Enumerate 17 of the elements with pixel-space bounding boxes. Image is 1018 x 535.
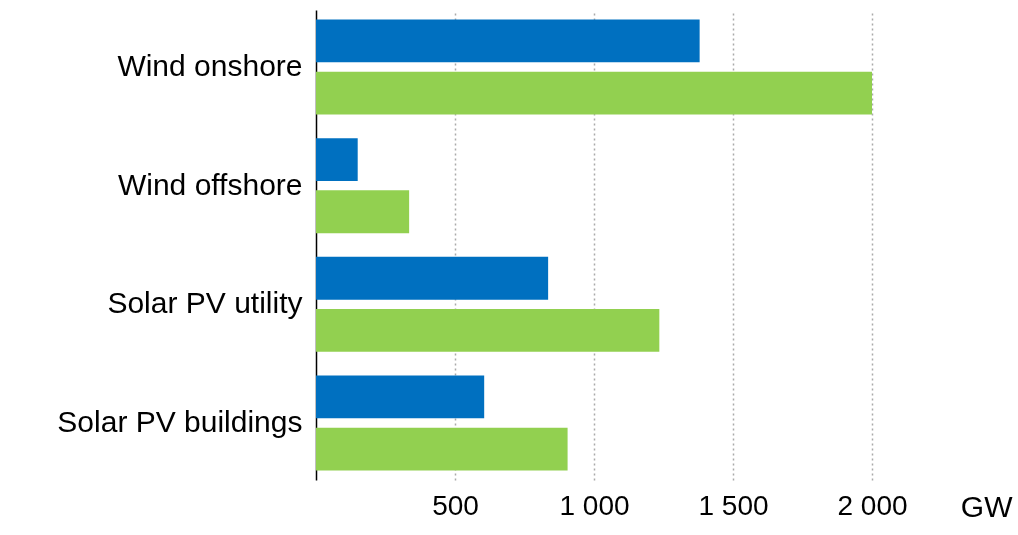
bar (316, 309, 660, 352)
bar (316, 375, 485, 419)
y-tick-label: Wind onshore (117, 48, 303, 82)
x-tick-label: 1 000 (559, 489, 630, 521)
y-tick-label: Solar PV buildings (57, 405, 303, 439)
bar (316, 138, 358, 181)
bar (316, 256, 549, 300)
x-tick-label: 1 500 (698, 489, 769, 521)
bar (316, 19, 700, 63)
y-tick-label: Solar PV utility (107, 286, 303, 320)
y-tick-label: Wind offshore (117, 167, 303, 201)
x-axis-title: GW (960, 489, 1014, 523)
bar (316, 71, 872, 115)
x-tick-label: 2 000 (837, 489, 908, 521)
bar (316, 427, 568, 471)
bar (316, 190, 410, 234)
x-tick-label: 500 (432, 489, 479, 521)
